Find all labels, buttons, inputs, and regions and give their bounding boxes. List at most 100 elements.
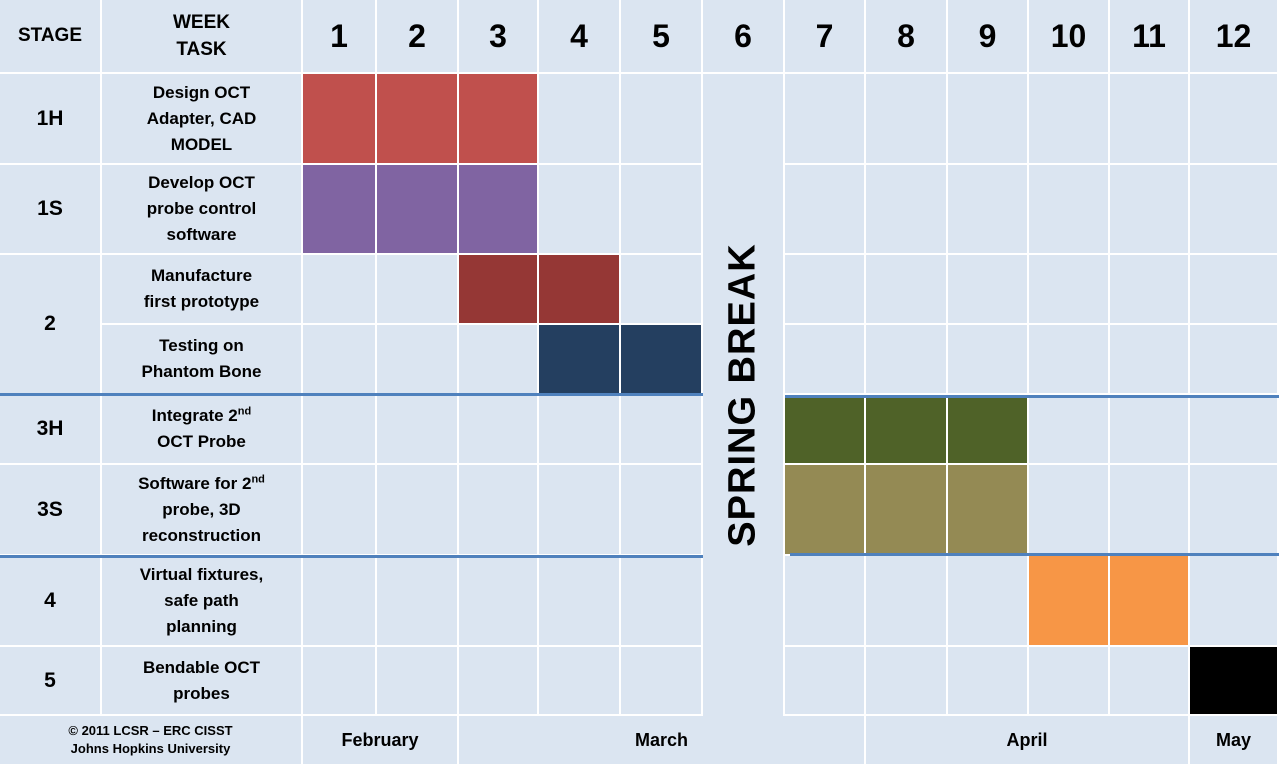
grid-cell [621, 465, 703, 556]
grid-cell [785, 556, 866, 647]
task-label-line: Design OCT [147, 80, 257, 106]
task-name-4: Testing on Phantom Bone [102, 325, 303, 395]
stage-label: 4 [44, 588, 56, 612]
task-label: Manufacture first prototype [144, 263, 259, 315]
task-label: Design OCT Adapter, CAD MODEL [147, 80, 257, 158]
week-number: 8 [897, 17, 915, 54]
grid-cell [1190, 165, 1279, 255]
stage-cell-4: 4 [0, 556, 102, 647]
week-number: 10 [1050, 17, 1087, 54]
task-label-text: first prototype [143, 292, 260, 311]
task-bar-segment [948, 465, 1029, 556]
task-label-text: Design OCT [152, 82, 251, 102]
week-number: 1 [330, 17, 348, 54]
grid-cell [1190, 325, 1279, 395]
week-number: 4 [570, 17, 588, 54]
stage-header-label: STAGE [17, 25, 83, 46]
grid-cell [621, 647, 703, 716]
grid-cell [785, 74, 866, 165]
ordinal-suffix: nd [251, 472, 265, 485]
task-bar-segment [866, 395, 948, 465]
grid-cell [539, 395, 621, 465]
month-name: February [341, 729, 419, 750]
task-bar-segment [1110, 556, 1190, 647]
grid-cell [459, 325, 539, 395]
week-number: 6 [734, 17, 752, 54]
grid-cell [866, 74, 948, 165]
task-label-text: Bendable OCT [142, 657, 261, 677]
grid-cell [1110, 165, 1190, 255]
grid-cell [948, 556, 1029, 647]
task-bar-segment [459, 74, 539, 165]
week-header-6: 6 [703, 0, 785, 74]
grid-cell [377, 465, 459, 556]
task-name-8: Bendable OCT probes [102, 647, 303, 716]
grid-cell [621, 255, 703, 325]
task-bar-segment [459, 165, 539, 255]
week-number: 3 [489, 17, 507, 54]
stage-label: 2 [44, 312, 56, 335]
grid-cell [303, 556, 377, 647]
stage-cell-3s: 3S [0, 465, 102, 556]
grid-cell [1190, 74, 1279, 165]
week-number: 2 [408, 17, 426, 54]
stage-header: STAGE [0, 0, 102, 74]
week-header-label: WEEK [173, 12, 230, 33]
grid-cell [539, 465, 621, 556]
task-label-line: MODEL [147, 132, 257, 158]
stage-cell-3h: 3H [0, 395, 102, 465]
month-label-march: March [459, 716, 866, 764]
task-label-text: reconstruction [141, 525, 262, 545]
grid-cell [303, 325, 377, 395]
week-task-header: WEEK TASK [102, 0, 303, 74]
week-header-10: 10 [1029, 0, 1110, 74]
copyright-line-2: Johns Hopkins University [70, 741, 231, 756]
task-label-line: reconstruction [138, 523, 265, 549]
stage-cell-1h: 1H [0, 74, 102, 165]
grid-cell [785, 255, 866, 325]
task-label-line: Phantom Bone [142, 359, 262, 385]
stage-label: 3S [37, 497, 63, 521]
task-label: Integrate 2nd OCT Probe [152, 403, 251, 455]
task-label-line: probe, 3D [138, 497, 265, 523]
month-name: March [634, 729, 688, 750]
grid-cell [785, 325, 866, 395]
task-bar-segment [948, 395, 1029, 465]
task-label: Testing on Phantom Bone [142, 333, 262, 385]
spring-break-column: SPRING BREAK [703, 74, 785, 716]
week-header-4: 4 [539, 0, 621, 74]
grid-cell [377, 325, 459, 395]
week-header-8: 8 [866, 0, 948, 74]
month-label-february: February [303, 716, 459, 764]
task-label: Software for 2nd probe, 3D reconstruction [138, 471, 265, 549]
grid-cell [377, 647, 459, 716]
stage-divider-line [0, 555, 703, 558]
stage-divider-line [0, 393, 703, 396]
task-name-5: Integrate 2nd OCT Probe [102, 395, 303, 465]
task-name-2: Develop OCT probe control software [102, 165, 303, 255]
week-number: 5 [652, 17, 670, 54]
grid-cell [621, 165, 703, 255]
task-label-line: Testing on [142, 333, 262, 359]
grid-cell [303, 465, 377, 556]
grid-cell [1029, 255, 1110, 325]
task-name-6: Software for 2nd probe, 3D reconstruction [102, 465, 303, 556]
task-label-line: software [147, 222, 257, 248]
grid-cell [948, 74, 1029, 165]
grid-cell [459, 395, 539, 465]
task-bar-segment [1190, 647, 1279, 716]
week-header-12: 12 [1190, 0, 1279, 74]
task-label-line: Integrate 2nd [152, 403, 251, 429]
grid-cell [866, 556, 948, 647]
task-label-line: Virtual fixtures, [140, 562, 263, 588]
task-label-text: Virtual fixtures, [139, 564, 264, 584]
stage-cell-2: 2 [0, 255, 102, 395]
task-label-text: planning [166, 616, 237, 636]
stage-cell-1s: 1S [0, 165, 102, 255]
stage-label: 5 [44, 668, 56, 692]
task-bar-segment [621, 325, 703, 395]
task-label-text: probe, 3D [162, 499, 241, 519]
grid-cell [303, 395, 377, 465]
task-bar-segment [785, 395, 866, 465]
